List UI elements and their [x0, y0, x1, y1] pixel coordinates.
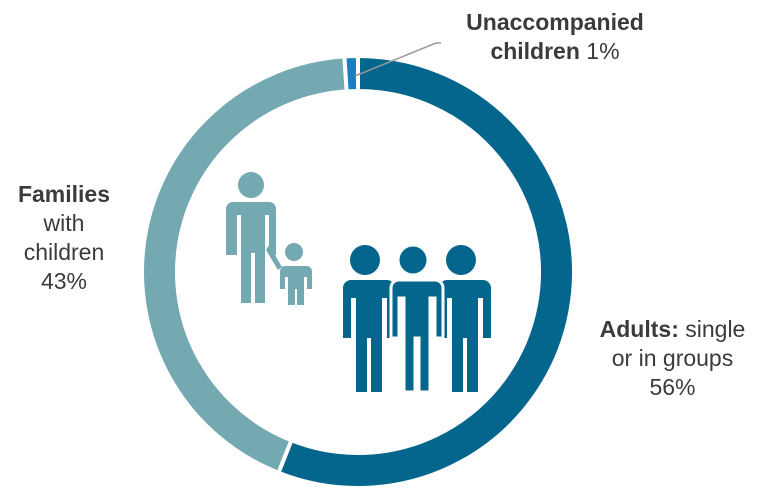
label-unaccompanied: Unaccompanied children 1% — [430, 8, 680, 66]
label-unaccompanied-bold-2: children — [490, 38, 580, 64]
label-families-pct: 43% — [40, 268, 88, 294]
label-families-bold: Families — [17, 181, 111, 207]
donut-slices — [140, 53, 576, 490]
slice-adults — [275, 53, 576, 490]
group-of-adults-icon — [343, 243, 491, 394]
label-adults-line-1: single — [685, 316, 746, 342]
label-adults-pct: 56% — [649, 374, 696, 400]
unaccompanied-leader-line — [354, 42, 437, 77]
label-unaccompanied-pct: 1% — [586, 38, 620, 64]
parent-and-child-icon — [226, 172, 312, 305]
label-families-line-1: with — [43, 210, 85, 236]
slice-unaccompanied — [342, 53, 360, 94]
label-adults: Adults: single or in groups 56% — [582, 315, 763, 402]
label-adults-line-2: or in groups — [611, 345, 734, 371]
label-unaccompanied-bold-1: Unaccompanied — [466, 9, 644, 35]
label-adults-bold: Adults: — [599, 316, 679, 342]
label-families: Families with children 43% — [0, 180, 128, 296]
label-families-line-2: children — [23, 239, 105, 265]
